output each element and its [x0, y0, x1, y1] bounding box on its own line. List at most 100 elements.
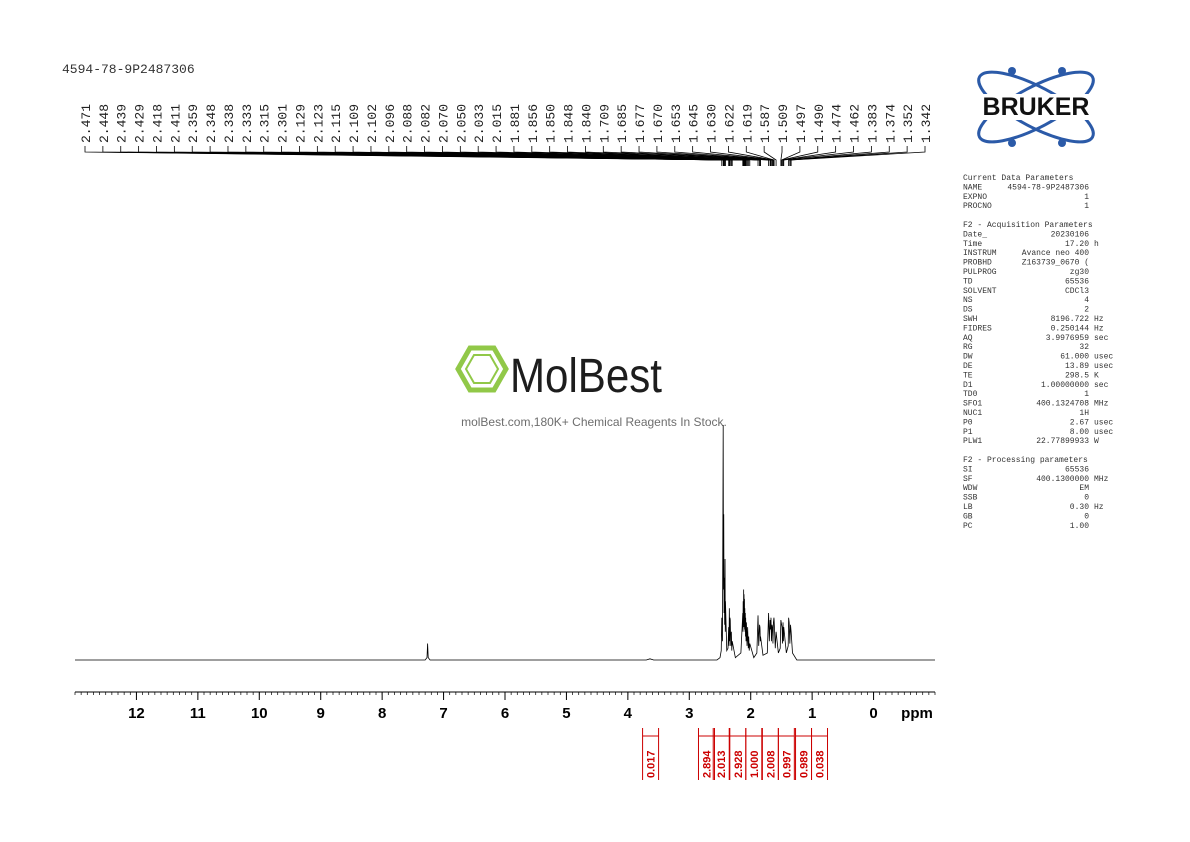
parameter-key: PROCNO — [963, 202, 992, 211]
peak-label: 2.088 — [401, 104, 416, 143]
parameter-heading: Current Data Parameters — [963, 174, 1074, 183]
parameter-key: Date_ — [963, 230, 987, 239]
peak-label: 2.123 — [311, 104, 326, 143]
x-axis-label: ppm — [901, 705, 933, 722]
parameter-key: INSTRUM — [963, 249, 997, 258]
peak-marker — [788, 146, 890, 166]
x-tick-label: 5 — [562, 705, 570, 722]
peak-label: 1.474 — [830, 104, 845, 143]
peak-label: 2.129 — [293, 104, 308, 143]
parameter-value: 2 — [1084, 306, 1089, 315]
parameter-key: TD0 — [963, 390, 978, 399]
parameter-unit: usec — [1094, 418, 1113, 427]
peak-label: 2.418 — [150, 104, 165, 143]
peak-label: 1.622 — [722, 104, 737, 143]
integral-bracket — [642, 728, 660, 780]
parameter-key: SI — [963, 465, 973, 474]
parameter-value: 17.20 — [1065, 240, 1089, 249]
parameter-value: zg30 — [1070, 268, 1089, 277]
parameter-value: 13.89 — [1065, 362, 1089, 371]
peak-marker — [790, 146, 926, 166]
parameter-key: PC — [963, 522, 973, 531]
peak-marker — [783, 146, 854, 166]
parameter-key: LB — [963, 503, 973, 512]
peak-label: 1.677 — [633, 104, 648, 143]
peak-marker — [745, 146, 775, 166]
parameter-value: 61.000 — [1060, 353, 1089, 362]
parameter-value: 20230106 — [1051, 230, 1090, 239]
x-tick-label: 8 — [378, 705, 386, 722]
peak-label: 2.301 — [276, 104, 291, 143]
parameter-key: DE — [963, 362, 973, 371]
integral-label: 0.989 — [799, 750, 811, 778]
parameter-value: 2.67 — [1070, 418, 1089, 427]
peak-label: 2.338 — [222, 104, 237, 143]
integral-label: 2.894 — [701, 750, 713, 778]
peak-marker — [620, 146, 771, 166]
parameter-value: 8196.722 — [1051, 315, 1090, 324]
parameter-value: 4 — [1084, 296, 1089, 305]
peak-label: 1.850 — [544, 104, 559, 143]
parameter-unit: sec — [1094, 381, 1109, 390]
logo-text: BRUKER — [983, 93, 1090, 121]
peak-label: 1.619 — [740, 104, 755, 143]
parameter-key: SWH — [963, 315, 978, 324]
parameter-unit: usec — [1094, 353, 1113, 362]
peak-label: 2.102 — [365, 104, 380, 143]
parameter-unit: Hz — [1094, 324, 1104, 333]
parameter-key: D1 — [963, 381, 973, 390]
parameter-value: 298.5 — [1065, 371, 1089, 380]
chart-title: 4594-78-9P2487306 — [62, 62, 195, 77]
peak-label: 2.333 — [240, 104, 255, 143]
parameter-value: Z163739_0670 ( — [1022, 259, 1089, 268]
parameter-key: Time — [963, 240, 982, 249]
peak-label: 2.429 — [133, 104, 148, 143]
parameter-key: NS — [963, 296, 973, 305]
x-tick-label: 10 — [251, 705, 268, 722]
parameter-key: RG — [963, 343, 973, 352]
parameter-unit: Hz — [1094, 315, 1104, 324]
peak-label: 1.490 — [812, 104, 827, 143]
parameter-value: 4594-78-9P2487306 — [1007, 183, 1089, 192]
parameter-key: TD — [963, 277, 973, 286]
parameter-key: FIDRES — [963, 324, 992, 333]
parameter-heading: F2 - Acquisition Parameters — [963, 221, 1093, 230]
peak-label: 1.881 — [508, 104, 523, 143]
integral-label: 2.928 — [733, 750, 745, 778]
peak-label: 1.840 — [579, 104, 594, 143]
peak-label: 1.462 — [848, 104, 863, 143]
peak-marker — [788, 146, 872, 166]
parameter-key: SFO1 — [963, 400, 982, 409]
parameter-value: 1.00 — [1070, 522, 1089, 531]
peak-marker — [495, 146, 751, 166]
integral-bracket — [697, 728, 715, 780]
peak-label: 1.497 — [794, 104, 809, 143]
peak-label: 2.411 — [168, 104, 183, 143]
parameter-value: 8.00 — [1070, 428, 1089, 437]
x-tick-label: 9 — [317, 705, 325, 722]
peak-label: 1.630 — [705, 104, 720, 143]
peak-label: 1.509 — [776, 104, 791, 143]
peak-marker — [780, 146, 783, 166]
parameter-unit: sec — [1094, 334, 1109, 343]
peak-label: 2.359 — [186, 104, 201, 143]
parameter-value: 1 — [1084, 193, 1089, 202]
parameter-key: EXPNO — [963, 193, 987, 202]
peak-marker — [710, 146, 774, 166]
parameter-unit: usec — [1094, 428, 1113, 437]
parameter-key: NUC1 — [963, 409, 982, 418]
parameter-key: GB — [963, 512, 973, 521]
parameter-key: SOLVENT — [963, 287, 997, 296]
parameter-key: PROBHD — [963, 259, 992, 268]
x-tick-label: 3 — [685, 705, 693, 722]
peak-label: 1.352 — [901, 104, 916, 143]
peak-marker — [585, 146, 761, 166]
watermark-brand: MolBest — [510, 350, 662, 403]
parameter-key: WDW — [963, 484, 978, 493]
parameter-value: 1.00000000 — [1041, 381, 1089, 390]
parameter-value: 22.77899933 — [1036, 437, 1089, 446]
x-tick-label: 4 — [624, 705, 633, 722]
parameter-unit: MHz — [1094, 475, 1109, 484]
x-tick-label: 0 — [869, 705, 877, 722]
peak-label: 1.670 — [651, 104, 666, 143]
